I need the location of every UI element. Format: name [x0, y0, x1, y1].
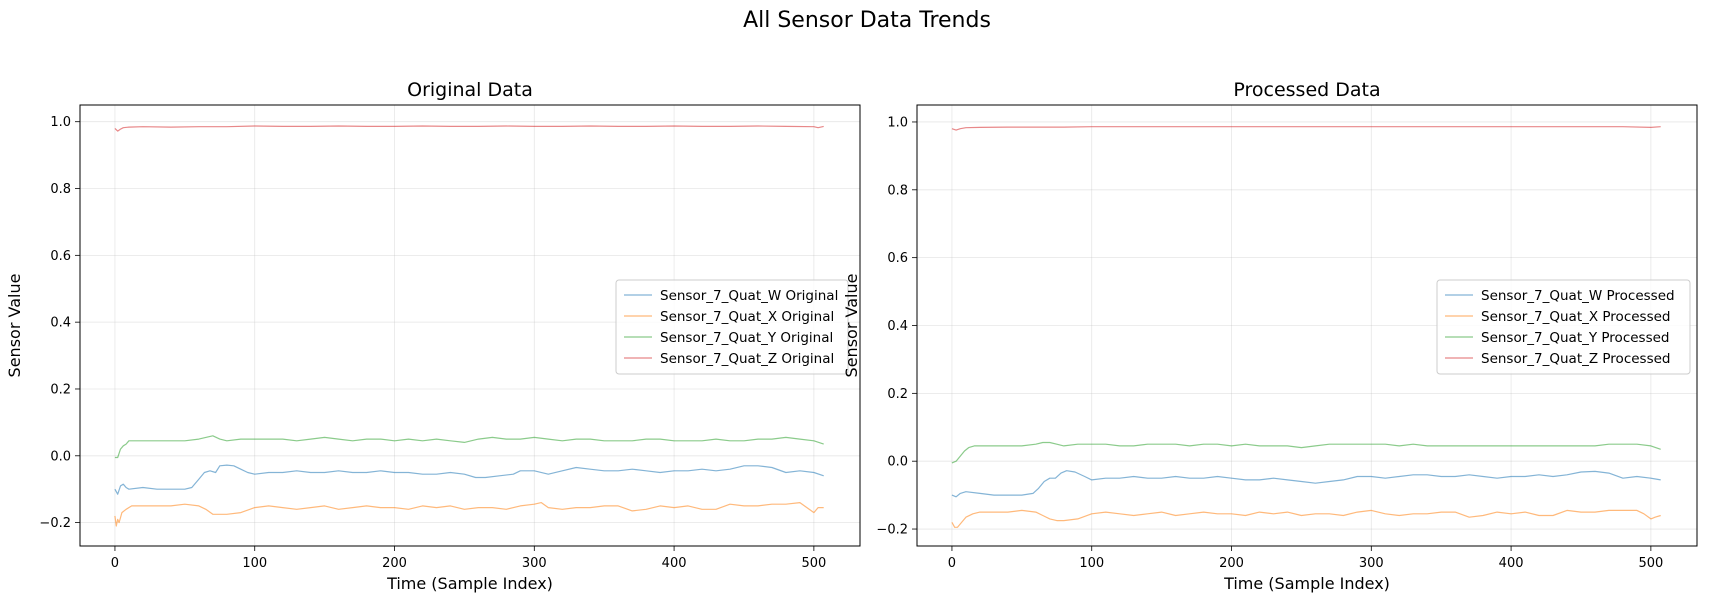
- legend-label: Sensor_7_Quat_W Original: [660, 288, 838, 304]
- series-line: [951, 470, 1661, 498]
- legend-label: Sensor_7_Quat_W Processed: [1481, 288, 1675, 304]
- y-tick-label: 0.6: [50, 249, 71, 264]
- legend: Sensor_7_Quat_W Original Sensor_7_Quat_X …: [615, 279, 849, 375]
- series-line: [114, 435, 824, 459]
- y-tick-label: −0.2: [876, 523, 908, 538]
- x-axis-label: Time (Sample Index): [1223, 574, 1390, 593]
- legend-label: Sensor_7_Quat_Y Original: [660, 330, 833, 346]
- y-tick-label: 0.4: [887, 319, 908, 334]
- legend: Sensor_7_Quat_W Processed Sensor_7_Quat_X…: [1436, 279, 1691, 375]
- x-tick-label: 500: [801, 556, 826, 571]
- y-tick-label: −0.2: [39, 516, 71, 531]
- x-tick-label: 300: [522, 556, 547, 571]
- y-tick-label: 0.2: [50, 382, 71, 397]
- y-tick-label: 0.0: [50, 449, 71, 464]
- legend-label: Sensor_7_Quat_X Processed: [1481, 309, 1671, 325]
- chart-original-data: Original Data Time (Sample Index) Sensor…: [5, 79, 861, 593]
- series-line: [114, 464, 824, 495]
- y-tick-label: 0.8: [50, 182, 71, 197]
- x-tick-label: 400: [1499, 556, 1524, 571]
- legend-label: Sensor_7_Quat_Z Original: [660, 351, 834, 367]
- series-line: [114, 125, 824, 132]
- x-tick-label: 200: [382, 556, 407, 571]
- series-line: [951, 509, 1661, 528]
- x-tick-label: 200: [1219, 556, 1244, 571]
- plot-frame: [79, 104, 861, 547]
- y-axis-label: Sensor Value: [842, 274, 861, 378]
- y-tick-label: 0.6: [887, 251, 908, 266]
- y-tick-label: 1.0: [887, 115, 908, 130]
- x-tick-label: 0: [948, 556, 956, 571]
- y-tick-label: 0.2: [887, 387, 908, 402]
- legend-label: Sensor_7_Quat_Z Processed: [1481, 351, 1671, 367]
- series-line: [951, 126, 1661, 131]
- x-tick-label: 400: [662, 556, 687, 571]
- y-tick-label: 0.8: [887, 183, 908, 198]
- y-tick-label: 1.0: [50, 115, 71, 130]
- x-axis-label: Time (Sample Index): [386, 574, 553, 593]
- x-tick-label: 500: [1638, 556, 1663, 571]
- chart-title: Original Data: [407, 79, 533, 101]
- chart-title: Processed Data: [1233, 79, 1380, 101]
- legend-frame: [615, 279, 849, 375]
- series-line: [114, 502, 824, 527]
- x-tick-label: 100: [1079, 556, 1104, 571]
- y-axis-label: Sensor Value: [5, 274, 24, 378]
- x-tick-label: 100: [242, 556, 267, 571]
- legend-label: Sensor_7_Quat_X Original: [660, 309, 834, 325]
- legend-frame: [1436, 279, 1691, 375]
- x-tick-label: 300: [1359, 556, 1384, 571]
- chart-processed-data: Processed Data Time (Sample Index) Senso…: [842, 79, 1698, 593]
- y-tick-label: 0.4: [50, 316, 71, 331]
- series-line: [951, 441, 1661, 464]
- x-tick-label: 0: [111, 556, 119, 571]
- y-tick-label: 0.0: [887, 455, 908, 470]
- legend-label: Sensor_7_Quat_Y Processed: [1481, 330, 1670, 346]
- figure-suptitle: All Sensor Data Trends: [743, 8, 991, 33]
